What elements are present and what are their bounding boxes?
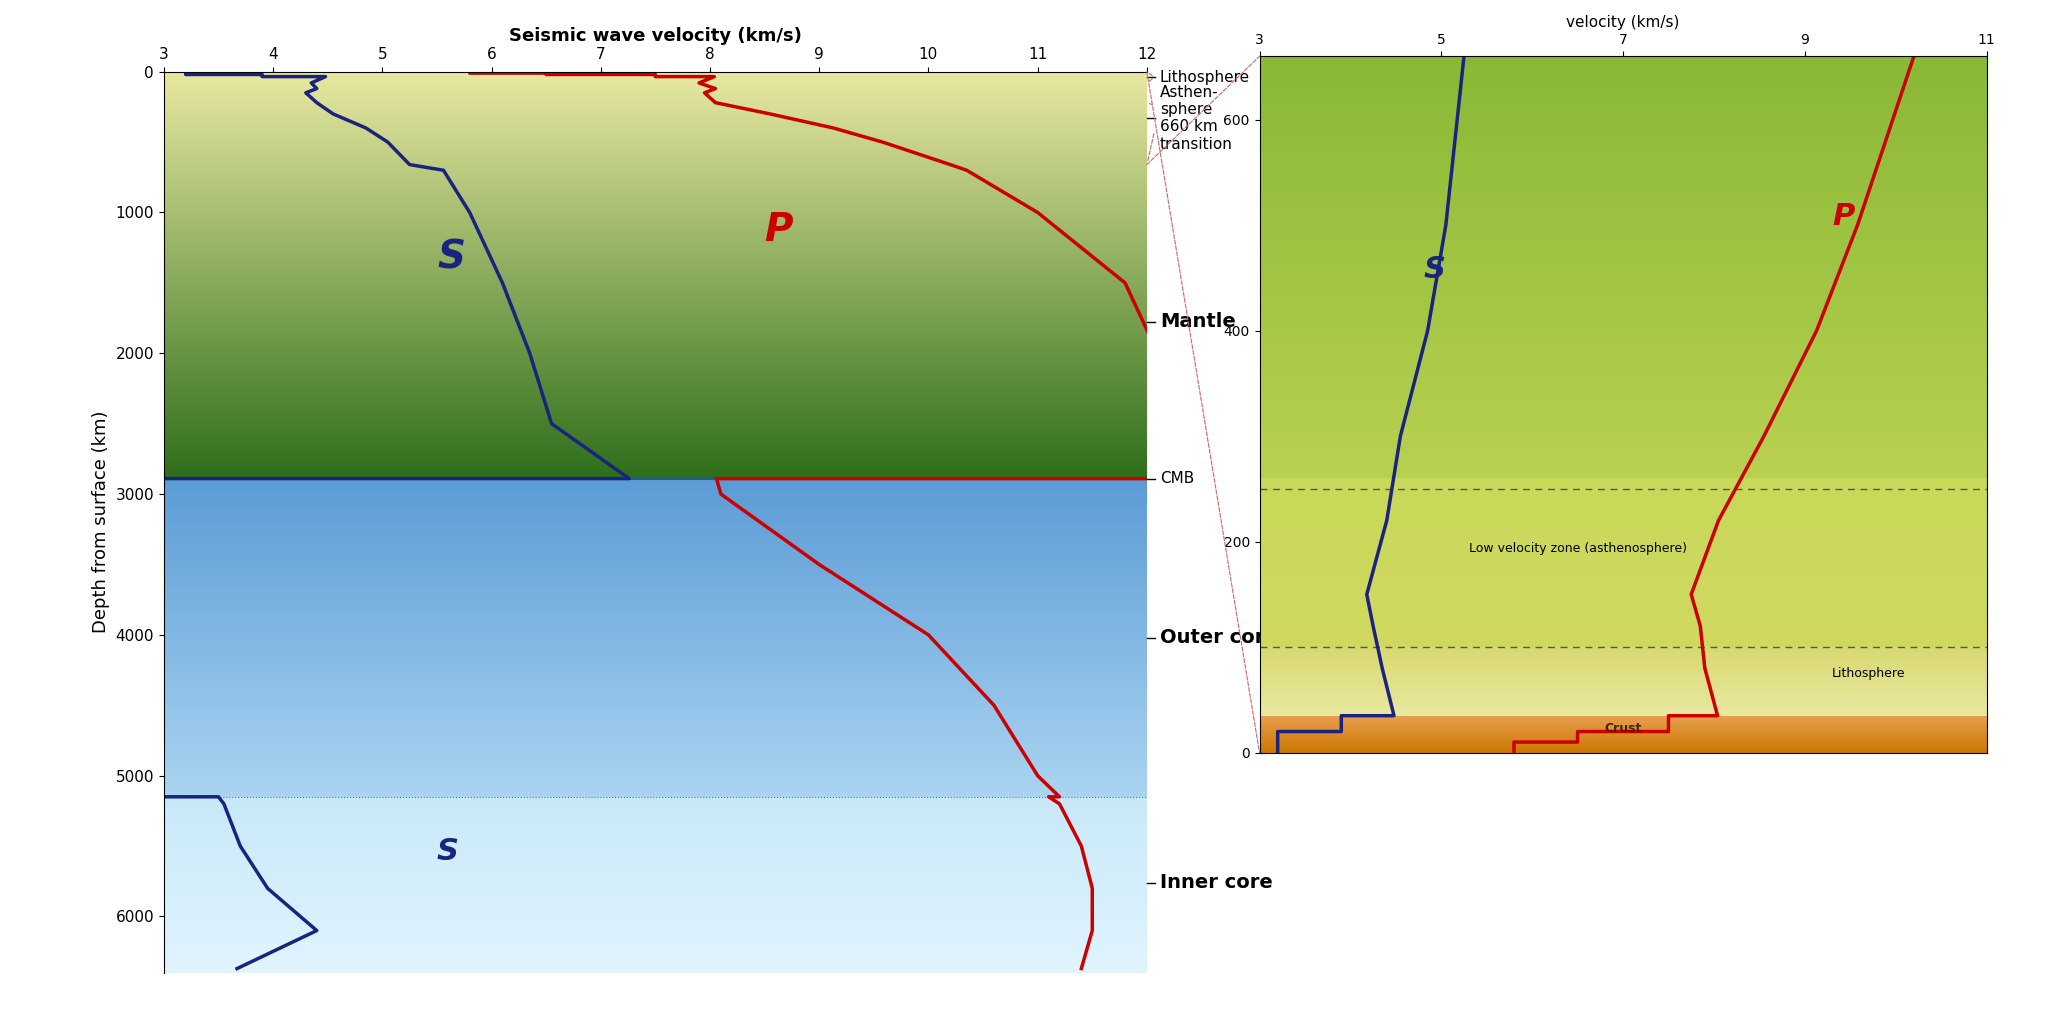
Text: Inner core: Inner core (1159, 873, 1272, 892)
Text: CMB: CMB (1159, 471, 1194, 486)
X-axis label: Seismic wave velocity (km/s): Seismic wave velocity (km/s) (508, 28, 803, 45)
Text: P: P (1833, 202, 1853, 231)
Text: Lithosphere: Lithosphere (1159, 70, 1249, 85)
Text: Lithosphere: Lithosphere (1833, 667, 1905, 680)
X-axis label: velocity (km/s): velocity (km/s) (1567, 15, 1679, 30)
Text: S: S (436, 239, 465, 276)
Text: Low velocity zone (asthenosphere): Low velocity zone (asthenosphere) (1468, 542, 1688, 555)
Text: Outer core: Outer core (1159, 628, 1278, 647)
Text: Crust: Crust (1604, 722, 1642, 734)
Text: Mantle: Mantle (1159, 312, 1235, 331)
Text: S: S (1423, 255, 1446, 284)
Text: Asthen-
sphere
660 km
transition: Asthen- sphere 660 km transition (1159, 85, 1233, 152)
Y-axis label: Depth from surface (km): Depth from surface (km) (92, 411, 111, 634)
Text: S: S (436, 838, 459, 866)
Text: P: P (764, 211, 793, 249)
